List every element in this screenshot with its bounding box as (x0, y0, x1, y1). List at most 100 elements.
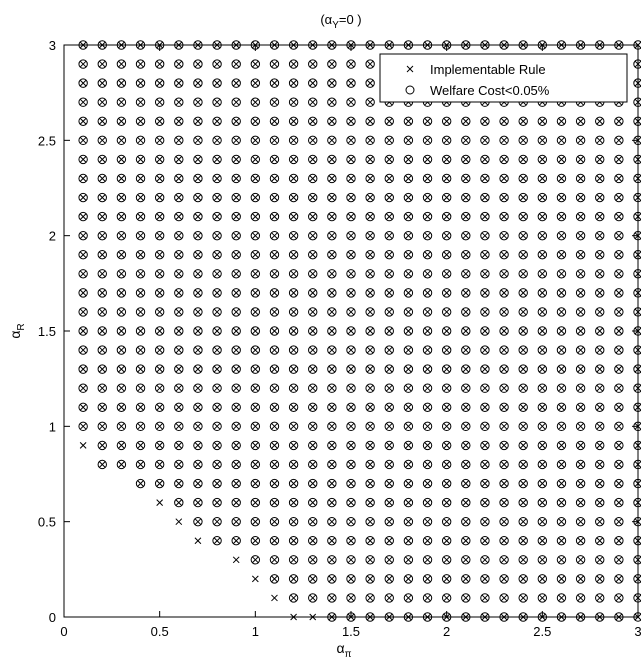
welfare-point (403, 135, 414, 146)
welfare-point (288, 345, 299, 355)
welfare-point (614, 364, 624, 374)
point-stroke (98, 175, 106, 182)
implementable-point (137, 289, 144, 297)
welfare-point (499, 326, 509, 336)
implementable-point (462, 594, 470, 602)
implementable-point (98, 403, 106, 411)
point-stroke (577, 213, 584, 220)
welfare-point (422, 478, 433, 489)
welfare-point (518, 269, 528, 279)
welfare-point (288, 250, 299, 260)
point-stroke (347, 499, 355, 506)
implementable-point (405, 251, 412, 259)
point-stroke (156, 175, 164, 182)
point-stroke (424, 175, 431, 182)
point-stroke (290, 556, 297, 564)
implementable-point (385, 117, 393, 125)
implementable-point (213, 156, 221, 163)
point-stroke (538, 136, 546, 144)
implementable-point (328, 499, 336, 506)
point-stroke (519, 518, 527, 526)
welfare-point (365, 230, 375, 241)
welfare-point (116, 383, 127, 393)
point-stroke (175, 289, 183, 297)
implementable-point (500, 346, 508, 354)
point-stroke (347, 594, 355, 602)
point-stroke (462, 518, 470, 526)
point-stroke (500, 213, 508, 220)
welfare-point (135, 135, 146, 146)
welfare-point (288, 402, 299, 412)
point-stroke (443, 213, 451, 220)
welfare-point (174, 116, 184, 126)
welfare-point (116, 173, 127, 184)
welfare-point (537, 402, 548, 412)
welfare-point (365, 288, 375, 298)
welfare-point (346, 345, 356, 355)
implementable-point (271, 575, 278, 583)
point-stroke (596, 442, 604, 449)
implementable-point (596, 594, 604, 602)
implementable-point (347, 232, 355, 240)
implementable-point (328, 79, 336, 87)
implementable-point (156, 136, 164, 144)
welfare-point (193, 116, 203, 126)
point-stroke (251, 346, 259, 354)
point-stroke (462, 232, 470, 240)
point-stroke (194, 480, 202, 487)
welfare-point (269, 269, 280, 279)
welfare-point (518, 345, 528, 355)
welfare-point (269, 116, 280, 126)
implementable-point (137, 175, 144, 182)
point-stroke (462, 289, 470, 297)
implementable-point (443, 175, 451, 182)
welfare-point (365, 59, 375, 69)
welfare-point (288, 59, 299, 69)
point-stroke (347, 346, 355, 354)
implementable-point (405, 175, 412, 182)
welfare-point (441, 555, 452, 565)
welfare-point (250, 516, 261, 527)
point-stroke (366, 442, 374, 449)
welfare-point (154, 135, 165, 146)
welfare-point (537, 555, 548, 565)
welfare-point (78, 250, 88, 260)
welfare-point (422, 497, 433, 508)
point-stroke (79, 327, 87, 335)
welfare-point (441, 230, 452, 241)
point-stroke (615, 194, 623, 201)
point-stroke (558, 442, 565, 449)
point-stroke (558, 499, 565, 506)
welfare-point (174, 269, 184, 279)
welfare-point (556, 516, 567, 527)
welfare-point (614, 383, 624, 393)
implementable-point (290, 251, 297, 259)
implementable-point (232, 480, 240, 487)
title-rest: =0 ) (339, 12, 362, 27)
implementable-point (328, 156, 336, 163)
point-stroke (328, 213, 336, 220)
point-stroke (481, 365, 489, 373)
implementable-point (443, 232, 451, 240)
implementable-point (385, 327, 393, 335)
implementable-point (251, 403, 259, 411)
implementable-point (596, 251, 604, 259)
implementable-point (596, 537, 604, 545)
welfare-point (346, 478, 356, 489)
point-stroke (251, 327, 259, 335)
point-stroke (156, 289, 164, 297)
point-stroke (615, 251, 623, 259)
implementable-point (213, 365, 221, 373)
point-stroke (347, 98, 355, 106)
implementable-point (500, 308, 508, 316)
point-stroke (98, 461, 106, 468)
implementable-point (251, 194, 259, 201)
point-stroke (213, 442, 221, 449)
welfare-point (480, 421, 490, 432)
welfare-point (499, 116, 509, 126)
point-stroke (290, 575, 297, 583)
welfare-point (288, 536, 299, 546)
welfare-point (346, 192, 356, 203)
point-stroke (156, 384, 164, 392)
welfare-point (537, 288, 548, 298)
